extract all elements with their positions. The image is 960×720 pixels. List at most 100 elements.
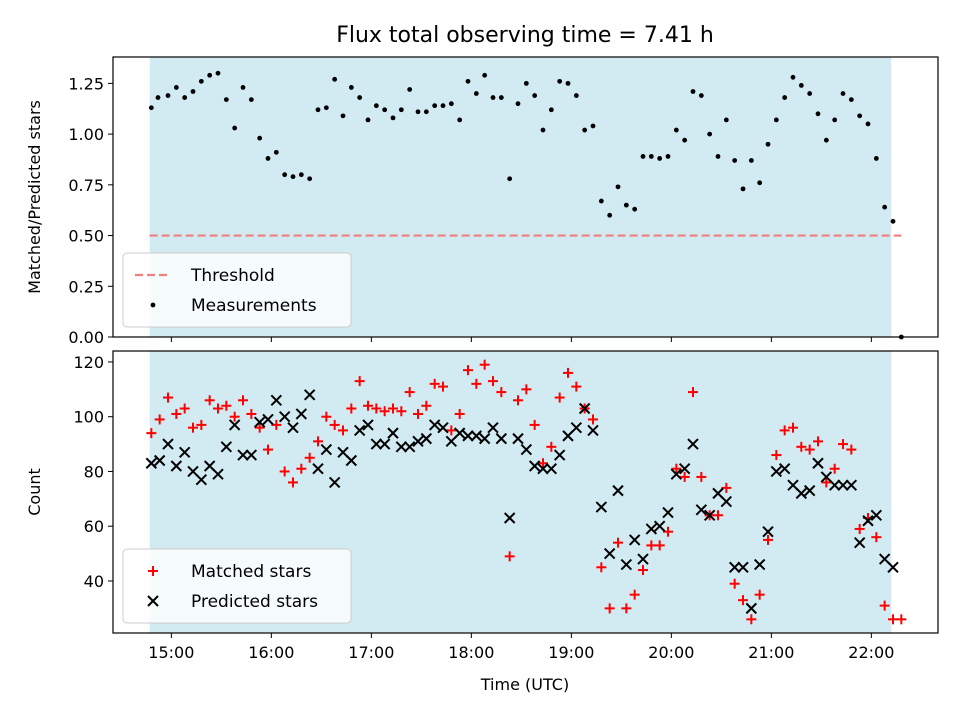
measurement-point xyxy=(498,95,504,100)
matched-star-point xyxy=(721,482,732,493)
measurement-point xyxy=(173,85,179,90)
matched-star-point xyxy=(446,425,457,436)
matched-star-point xyxy=(838,439,848,450)
predicted-star-point xyxy=(770,465,783,478)
measurement-point xyxy=(548,107,554,113)
matched-star-point xyxy=(763,534,773,545)
predicted-star-point xyxy=(437,421,449,434)
predicted-star-point xyxy=(537,463,549,475)
measurement-point xyxy=(223,97,229,103)
matched-star-point xyxy=(221,400,232,411)
measurement-point xyxy=(365,117,371,123)
matched-star-point xyxy=(754,589,765,600)
predicted-star-point xyxy=(412,435,424,448)
matched-star-point xyxy=(196,419,207,430)
y-tick-label: 120 xyxy=(73,353,104,372)
predicted-star-point xyxy=(195,473,208,486)
measurement-point xyxy=(865,121,871,127)
matched-star-point xyxy=(546,441,557,452)
predicted-star-point xyxy=(828,479,841,491)
measurement-point xyxy=(155,95,161,100)
top-panel: 0.00 0.25 0.50 0.75 1.00 1.25 Threshold Measure… xyxy=(68,56,939,347)
predicted-star-point xyxy=(545,463,558,475)
matched-star-point xyxy=(388,403,398,414)
predicted-star-point xyxy=(503,512,516,524)
predicted-star-point xyxy=(703,509,716,521)
measurement-point xyxy=(765,141,771,147)
measurement-point xyxy=(348,85,354,90)
y-tick-label: 1.25 xyxy=(68,74,104,93)
matched-star-point xyxy=(663,526,673,537)
measurement-point xyxy=(323,105,329,111)
predicted-star-point xyxy=(803,484,816,497)
matched-star-point xyxy=(154,414,165,425)
measurement-point xyxy=(665,154,671,159)
measurement-point xyxy=(690,89,696,94)
matched-star-point xyxy=(588,414,598,425)
predicted-star-point xyxy=(270,394,283,406)
matched-star-point xyxy=(813,436,823,447)
x-axis-label: Time (UTC) xyxy=(480,675,569,694)
measurement-point xyxy=(340,113,346,119)
predicted-star-point xyxy=(837,479,849,491)
matched-star-point xyxy=(421,400,432,411)
predicted-star-point xyxy=(495,432,508,445)
matched-star-point xyxy=(354,376,365,387)
predicted-star-point xyxy=(728,561,741,573)
measurement-point xyxy=(290,174,296,180)
x-tick-label: 18:00 xyxy=(448,643,494,662)
matched-star-point xyxy=(804,444,815,455)
matched-star-point xyxy=(713,510,723,521)
measurement-point xyxy=(507,176,513,182)
predicted-star-point xyxy=(737,561,749,573)
measurement-point xyxy=(465,78,471,84)
measurement-point xyxy=(773,117,779,123)
legend-label: Predicted stars xyxy=(191,592,318,612)
predicted-star-point xyxy=(620,558,633,571)
matched-star-point xyxy=(329,419,340,430)
x-tick-label: 19:00 xyxy=(548,643,594,662)
measurement-point xyxy=(248,97,254,103)
predicted-star-point xyxy=(220,441,233,453)
matched-star-point xyxy=(479,359,490,370)
matched-star-point xyxy=(654,540,665,551)
predicted-star-point xyxy=(328,476,341,489)
series-predicted-stars xyxy=(145,389,899,615)
matched-star-point xyxy=(313,436,323,447)
predicted-star-point xyxy=(587,424,599,437)
matched-star-point xyxy=(504,551,515,562)
predicted-star-point xyxy=(720,495,733,508)
matched-star-point xyxy=(496,387,507,398)
legend-label: Threshold xyxy=(190,266,275,286)
measurement-point xyxy=(815,111,821,117)
predicted-star-point xyxy=(578,402,591,415)
predicted-star-point xyxy=(245,449,258,461)
y-tick-label: 1.00 xyxy=(68,125,104,144)
predicted-star-point xyxy=(453,427,466,439)
matched-star-point xyxy=(346,403,357,414)
matched-star-point xyxy=(213,403,223,414)
predicted-star-point xyxy=(253,416,266,428)
measurement-point xyxy=(823,137,829,143)
matched-star-point xyxy=(363,400,373,411)
legend-measurement-swatch xyxy=(150,302,156,308)
axes-frame xyxy=(112,350,939,634)
predicted-star-point xyxy=(237,449,249,461)
matched-star-point xyxy=(371,403,382,414)
legend-box xyxy=(122,548,352,624)
measurement-point xyxy=(723,117,729,123)
y-tick-label: 40 xyxy=(84,572,104,591)
matched-star-point xyxy=(779,425,790,436)
predicted-star-point xyxy=(478,432,491,445)
measurement-point xyxy=(657,156,663,161)
predicted-star-point xyxy=(287,421,299,434)
matched-star-point xyxy=(463,365,473,376)
series-matched-stars xyxy=(146,359,907,625)
measurement-point xyxy=(798,83,804,88)
chart-title: Flux total observing time = 7.41 h xyxy=(336,23,714,48)
predicted-star-point xyxy=(862,515,874,527)
x-tick-label: 20:00 xyxy=(648,643,694,662)
matched-star-point xyxy=(488,376,498,387)
measurement-point xyxy=(840,91,846,96)
measurement-point xyxy=(473,91,479,96)
